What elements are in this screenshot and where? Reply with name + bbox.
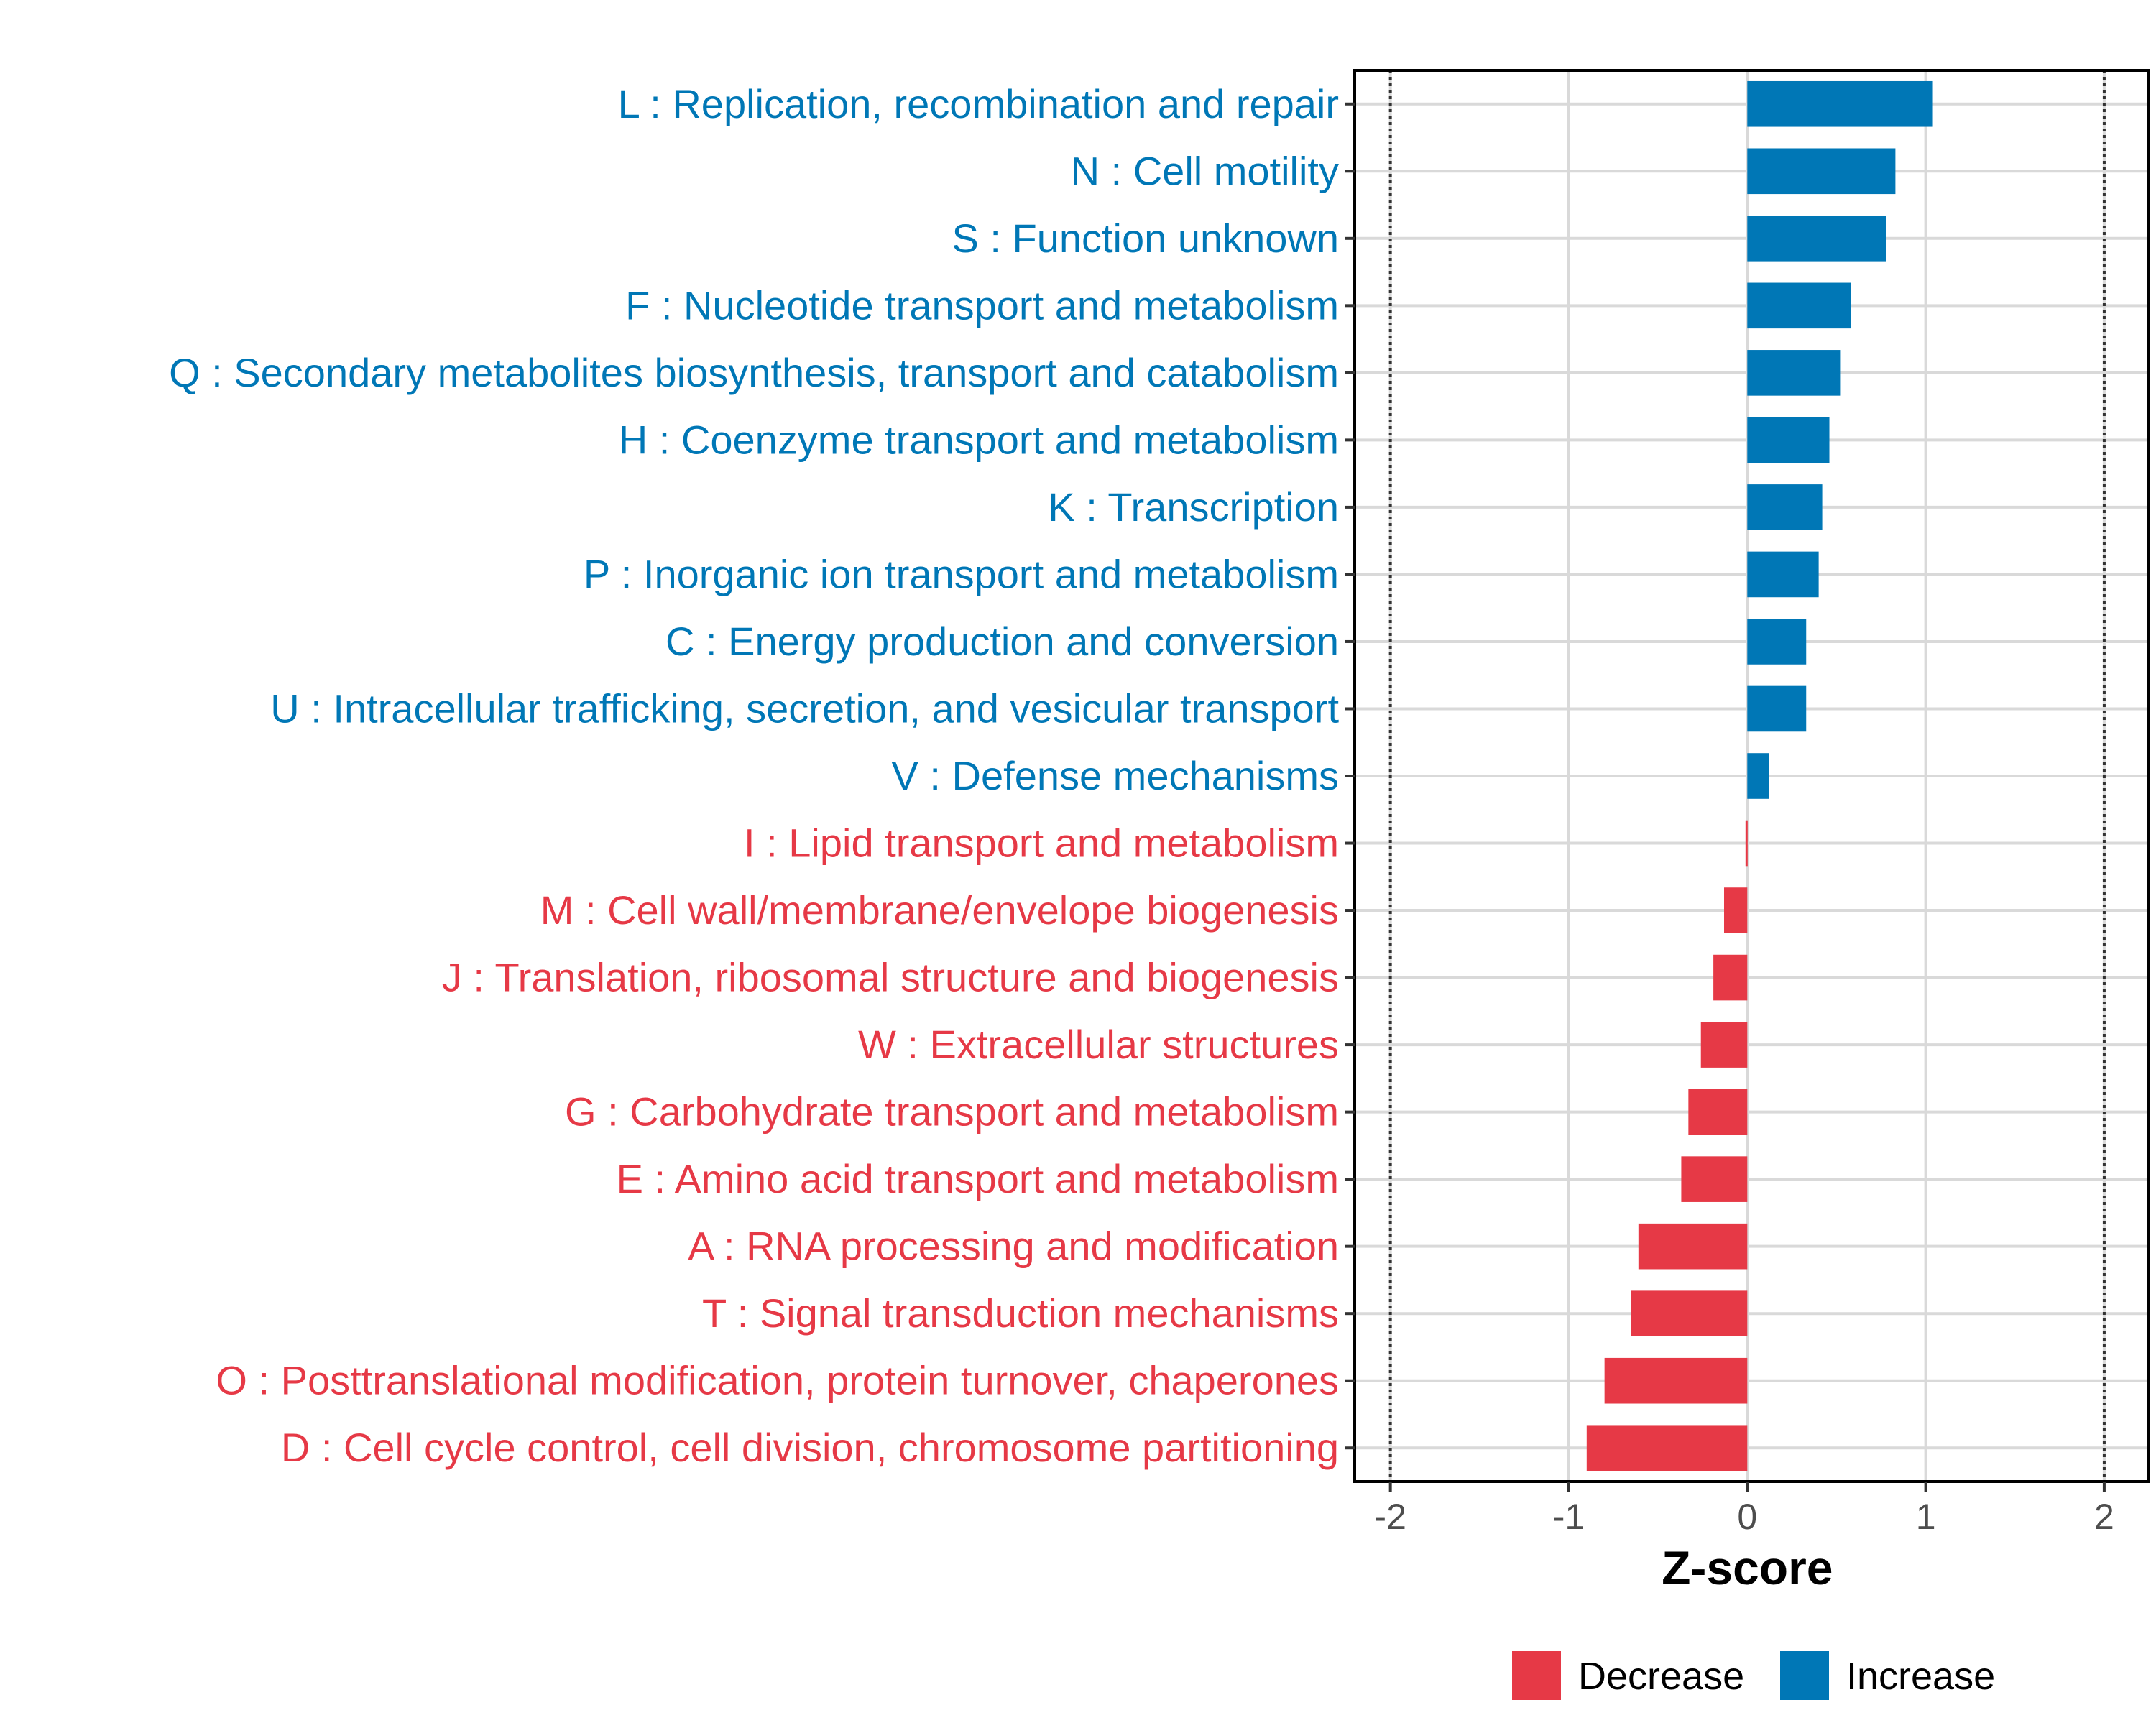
category-label: A : RNA processing and modification: [688, 1224, 1339, 1269]
bar: [1747, 619, 1807, 665]
bar: [1747, 216, 1886, 262]
category-label: P : Inorganic ion transport and metaboli…: [584, 551, 1339, 596]
category-label: O : Posttranslational modification, prot…: [216, 1358, 1339, 1403]
category-label: Q : Secondary metabolites biosynthesis, …: [169, 350, 1339, 395]
bar: [1747, 753, 1769, 799]
category-label: H : Coenzyme transport and metabolism: [619, 417, 1339, 462]
category-label: G : Carbohydrate transport and metabolis…: [565, 1089, 1339, 1135]
x-tick-label: 0: [1737, 1497, 1757, 1537]
bar: [1724, 887, 1748, 933]
bar: [1713, 954, 1748, 1001]
category-label: V : Defense mechanisms: [892, 753, 1339, 798]
bar: [1700, 1022, 1748, 1068]
x-tick-label: -2: [1374, 1497, 1406, 1537]
bar: [1747, 484, 1823, 530]
bar: [1681, 1156, 1748, 1202]
category-label: N : Cell motility: [1071, 148, 1339, 193]
legend-label: Decrease: [1578, 1655, 1744, 1698]
category-label: C : Energy production and conversion: [665, 619, 1339, 664]
category-label: I : Lipid transport and metabolism: [744, 821, 1339, 866]
legend: Decrease Increase: [1512, 1651, 1995, 1700]
x-tick-label: 1: [1916, 1497, 1936, 1537]
category-label: E : Amino acid transport and metabolism: [617, 1156, 1339, 1201]
category-label: J : Translation, ribosomal structure and…: [442, 955, 1339, 1000]
x-tick-label: -1: [1553, 1497, 1585, 1537]
category-label: M : Cell wall/membrane/envelope biogenes…: [540, 887, 1339, 933]
bar: [1747, 685, 1807, 732]
bar: [1747, 551, 1819, 598]
bar: [1604, 1357, 1748, 1404]
grid-layer: [1355, 70, 2149, 1482]
bar: [1747, 148, 1896, 195]
category-label: D : Cell cycle control, cell division, c…: [281, 1425, 1339, 1470]
bar: [1745, 820, 1748, 867]
category-label: W : Extracellular structures: [858, 1022, 1339, 1067]
legend-swatch: [1780, 1651, 1829, 1700]
reference-lines: [1388, 70, 2106, 1482]
category-label: L : Replication, recombination and repai…: [618, 81, 1339, 126]
bar: [1747, 282, 1851, 329]
x-axis-ticks: -2 -1 0 1 2: [1374, 1482, 2114, 1537]
x-axis-title: Z-score: [1662, 1541, 1833, 1594]
category-label: U : Intracellular trafficking, secretion…: [270, 685, 1339, 731]
category-label: S : Function unknown: [952, 216, 1339, 261]
bar: [1688, 1089, 1748, 1135]
bar: [1586, 1425, 1748, 1471]
bar: [1638, 1223, 1748, 1270]
category-label: T : Signal transduction mechanisms: [702, 1290, 1339, 1336]
legend-label: Increase: [1846, 1655, 1995, 1698]
y-axis-ticks: L : Replication, recombination and repai…: [169, 81, 1355, 1470]
bar: [1747, 417, 1830, 463]
bar: [1747, 80, 1933, 127]
x-tick-label: 2: [2094, 1497, 2114, 1537]
category-label: K : Transcription: [1048, 484, 1339, 530]
bar: [1747, 350, 1841, 396]
bar-layer: [1586, 80, 1933, 1471]
legend-swatch: [1512, 1651, 1561, 1700]
bar: [1631, 1290, 1748, 1336]
category-label: F : Nucleotide transport and metabolism: [625, 282, 1339, 328]
